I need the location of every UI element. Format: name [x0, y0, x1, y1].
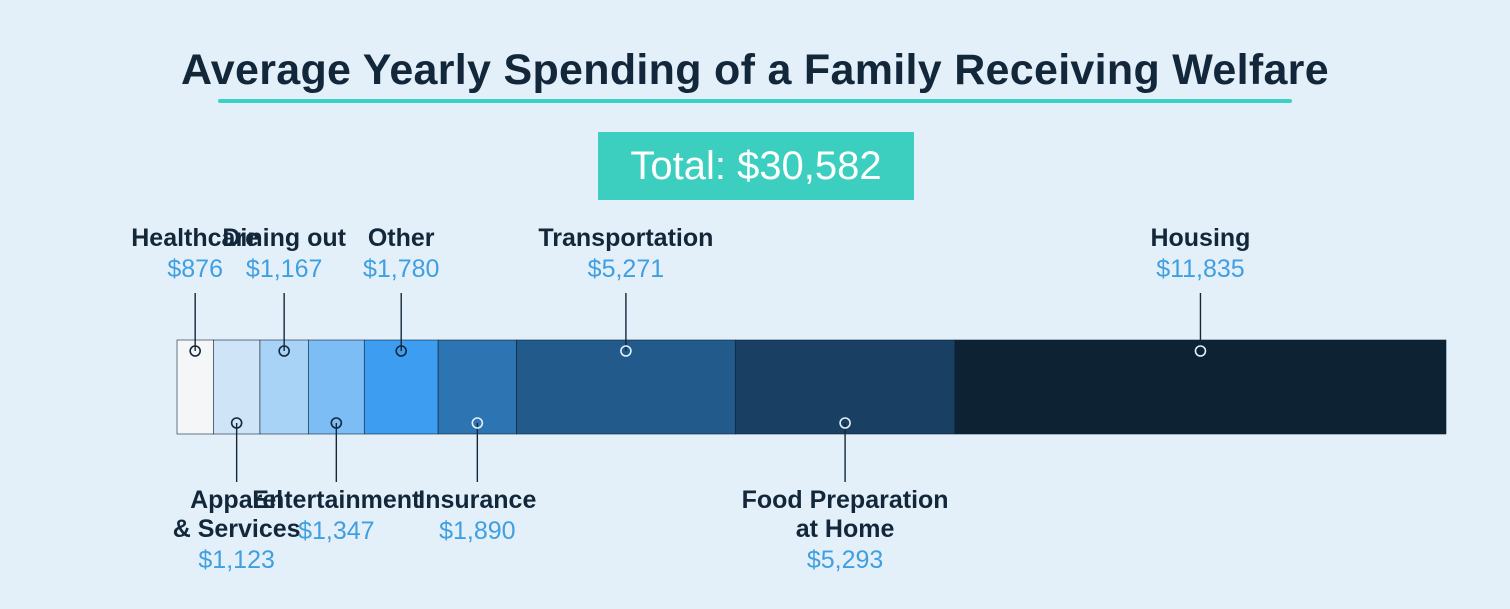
chart-title: Average Yearly Spending of a Family Rece… [181, 46, 1329, 94]
value-label: $1,780 [362, 255, 440, 283]
category-label: Housing [1150, 224, 1251, 252]
marker-dot-entertainment [330, 417, 343, 429]
value-label: $5,293 [806, 546, 884, 574]
value-label: $1,347 [298, 517, 375, 545]
segment-label-food-preparation-at-home: Food Preparation at Home $5,293 [695, 486, 995, 576]
segment-label-dining-out: Dining out $1,167 [134, 224, 434, 285]
value-label: $11,835 [1156, 255, 1245, 283]
bar-segment-healthcare [176, 339, 214, 435]
bar-segment-entertainment [308, 339, 365, 435]
category-label: Healthcare [131, 224, 260, 252]
category-label: Dining out [222, 224, 346, 252]
value-label: $1,890 [439, 517, 516, 545]
category-label: Food Preparation at Home [741, 486, 949, 543]
category-label: Apparel & Services [172, 486, 301, 543]
bar-segment-insurance [437, 339, 517, 435]
marker-dot-food-preparation-at-home [839, 417, 851, 429]
value-label: $1,123 [198, 546, 275, 574]
marker-dot-insurance [471, 417, 484, 429]
bar-segment-housing [954, 339, 1447, 435]
segment-label-apparel-services: Apparel & Services $1,123 [87, 486, 387, 576]
title-underline [218, 99, 1292, 103]
marker-dot-healthcare [189, 345, 201, 357]
marker-dot-dining-out [278, 345, 290, 357]
bar-segment-food-preparation-at-home [734, 339, 956, 435]
marker-dot-housing [1194, 345, 1207, 357]
segment-label-entertainment: Entertainment $1,347 [186, 486, 486, 547]
bar-segment-apparel-services [213, 339, 261, 435]
segment-label-other: Other $1,780 [251, 224, 551, 285]
marker-dot-transportation [620, 345, 632, 357]
segment-label-insurance: Insurance $1,890 [327, 486, 627, 547]
segment-label-transportation: Transportation $5,271 [476, 224, 776, 285]
value-label: $1,167 [245, 255, 323, 283]
marker-dot-other [395, 345, 407, 357]
value-label: $5,271 [587, 255, 665, 283]
bar-segment-transportation [516, 339, 736, 435]
bar-segment-dining-out [259, 339, 309, 435]
bar-segment-other [363, 339, 439, 435]
total-badge: Total: $30,582 [598, 132, 914, 200]
segment-label-housing: Housing $11,835 [1050, 224, 1350, 285]
segment-label-healthcare: Healthcare $876 [45, 224, 345, 285]
marker-dot-apparel-services [230, 417, 243, 429]
value-label: $876 [167, 255, 223, 283]
category-label: Transportation [538, 224, 714, 252]
total-text: Total: $30,582 [630, 143, 882, 188]
category-label: Insurance [418, 486, 537, 514]
category-label: Entertainment [252, 486, 421, 514]
category-label: Other [367, 224, 435, 252]
